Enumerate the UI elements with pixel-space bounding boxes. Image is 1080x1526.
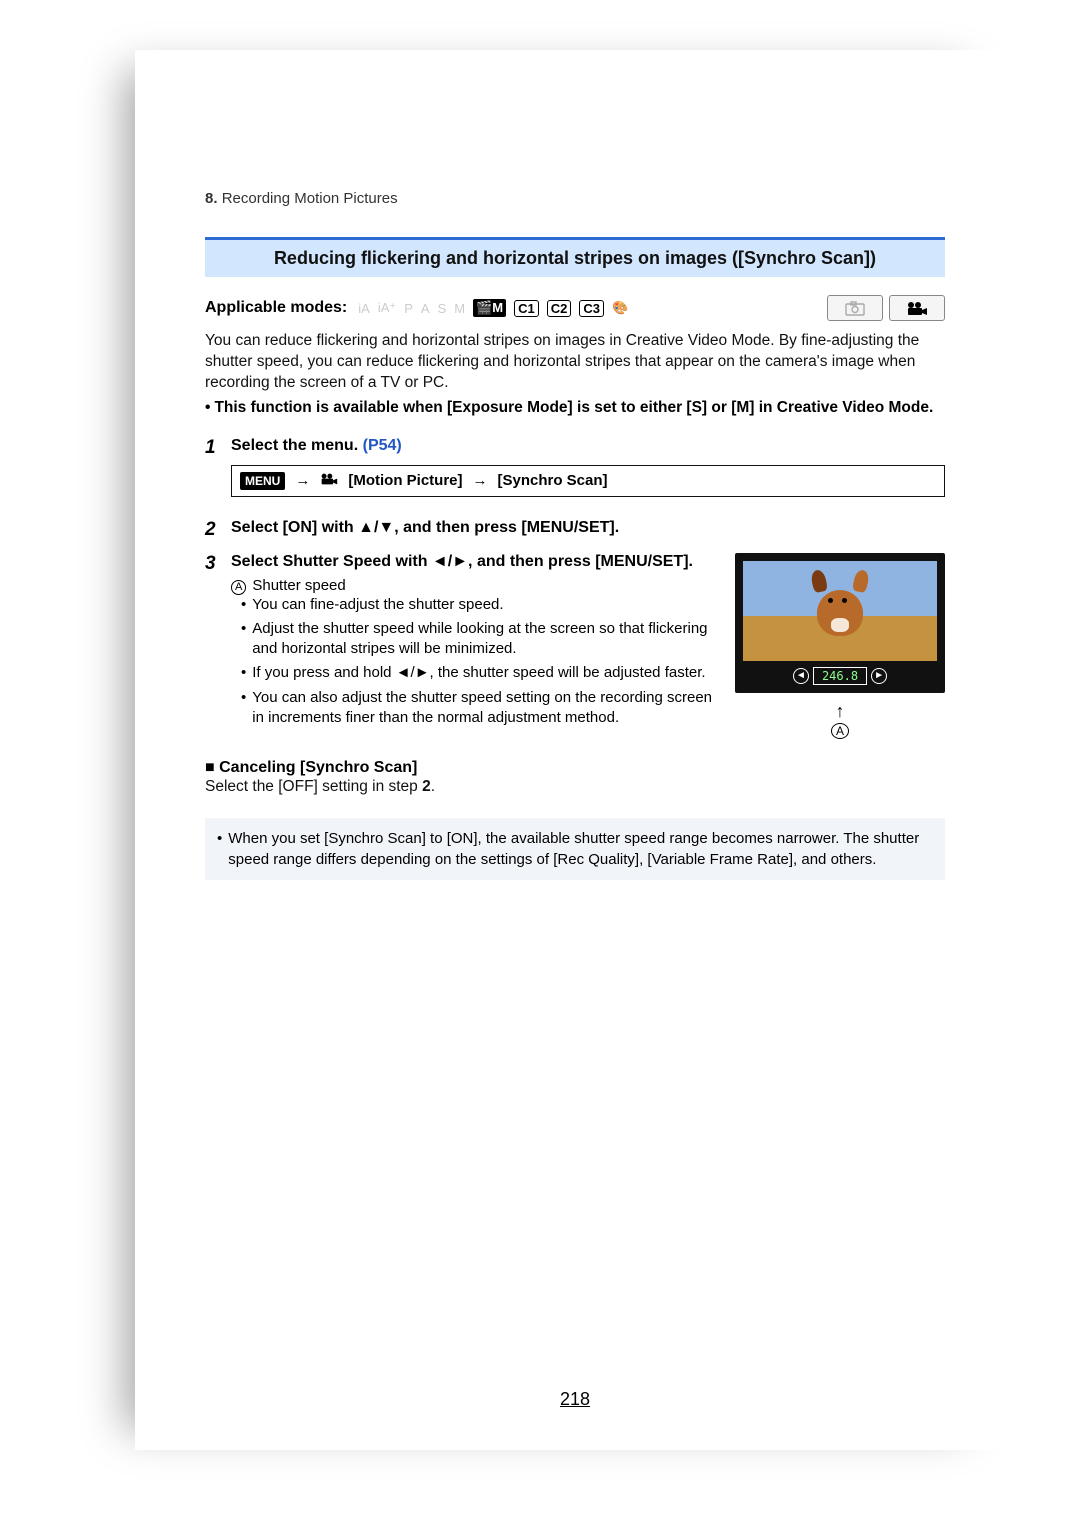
menu-path-box: MENU → [Motion Picture] → [Synchro Scan] xyxy=(231,465,945,497)
step3-b3: If you press and hold ◄/►, the shutter s… xyxy=(252,663,705,683)
intro-paragraph: You can reduce flickering and horizontal… xyxy=(205,331,945,394)
arrow-2: → xyxy=(473,472,488,489)
step-2: 2 Select [ON] with ▲/▼, and then press [… xyxy=(205,519,945,541)
mode-p: P xyxy=(404,301,413,316)
shutter-value: 246.8 xyxy=(813,667,867,685)
cancel-text: Select the [OFF] setting in step 2. xyxy=(205,777,945,798)
modes-label: Applicable modes: xyxy=(205,299,347,317)
chapter-number: 8. xyxy=(205,190,218,207)
mode-s: S xyxy=(438,301,447,316)
note-box: •When you set [Synchro Scan] to [ON], th… xyxy=(205,818,945,880)
chapter-title: Recording Motion Pictures xyxy=(222,190,398,207)
page-ref-link[interactable]: (P54) xyxy=(363,437,402,454)
mode-m: M xyxy=(454,301,465,316)
illustration-photo xyxy=(743,561,937,661)
shutter-right-arrow[interactable]: ► xyxy=(871,668,887,684)
illustration-screen: ◄ 246.8 ► xyxy=(735,553,945,693)
step-3-num: 3 xyxy=(205,553,231,739)
step3-b1: You can fine-adjust the shutter speed. xyxy=(252,595,503,615)
arrow-1: → xyxy=(295,472,310,489)
illustration-marker: ↑ A xyxy=(735,701,945,739)
step-1: 1 Select the menu. (P54) MENU → [Motion … xyxy=(205,437,945,507)
menu-badge: MENU xyxy=(240,472,285,490)
intro-note: • This function is available when [Expos… xyxy=(205,398,945,419)
shutter-left-arrow[interactable]: ◄ xyxy=(793,668,809,684)
mode-ia: iA xyxy=(358,301,370,316)
mode-c3: C3 xyxy=(579,300,604,317)
step-2-text: Select [ON] with ▲/▼, and then press [ME… xyxy=(231,519,619,536)
photo-mode-icon xyxy=(827,295,883,321)
step3-b4: You can also adjust the shutter speed se… xyxy=(252,688,719,729)
mode-c1: C1 xyxy=(514,300,539,317)
dog-illustration xyxy=(810,576,870,636)
content-page: 8. Recording Motion Pictures Reducing fl… xyxy=(135,50,1015,1450)
breadcrumb: 8. Recording Motion Pictures xyxy=(205,190,945,207)
step-3-text: Select Shutter Speed with ◄/►, and then … xyxy=(231,553,719,571)
step3-b2: Adjust the shutter speed while looking a… xyxy=(252,619,719,660)
applicable-modes-row: Applicable modes: iA iA⁺ P A S M 🎬M C1 C… xyxy=(205,295,945,321)
record-type-boxes xyxy=(827,295,945,321)
step-3: 3 Select Shutter Speed with ◄/►, and the… xyxy=(205,553,945,739)
illustration: ◄ 246.8 ► ↑ A xyxy=(735,553,945,739)
page-number: 218 xyxy=(135,1389,1015,1410)
callout-a-text: Shutter speed xyxy=(252,577,345,594)
shutter-bar: ◄ 246.8 ► xyxy=(793,667,887,685)
callout-a: A xyxy=(231,580,246,595)
mode-a: A xyxy=(421,301,430,316)
modes-left: Applicable modes: iA iA⁺ P A S M 🎬M C1 C… xyxy=(205,299,629,317)
film-icon xyxy=(320,472,338,490)
marker-a: A xyxy=(831,723,849,739)
mode-film-m: 🎬M xyxy=(473,299,506,317)
mode-c2: C2 xyxy=(547,300,572,317)
cancel-heading: Canceling [Synchro Scan] xyxy=(205,759,945,777)
menu-synchro-scan: [Synchro Scan] xyxy=(498,472,608,489)
mode-ia-plus: iA⁺ xyxy=(378,300,396,316)
steps-list: 1 Select the menu. (P54) MENU → [Motion … xyxy=(205,437,945,739)
video-mode-icon xyxy=(889,295,945,321)
step-3-sublist: •You can fine-adjust the shutter speed. … xyxy=(241,595,719,729)
note-text: When you set [Synchro Scan] to [ON], the… xyxy=(228,828,933,870)
step-2-num: 2 xyxy=(205,519,231,541)
mode-creative: 🎨 xyxy=(612,300,628,316)
section-title: Reducing flickering and horizontal strip… xyxy=(205,237,945,277)
step-1-text: Select the menu. xyxy=(231,437,358,454)
step-1-num: 1 xyxy=(205,437,231,507)
menu-motion-picture: [Motion Picture] xyxy=(348,472,462,489)
page: MENU 8. Recording Motion Pictures Reduci… xyxy=(0,0,1080,1526)
intro-note-text: This function is available when [Exposur… xyxy=(214,398,933,419)
